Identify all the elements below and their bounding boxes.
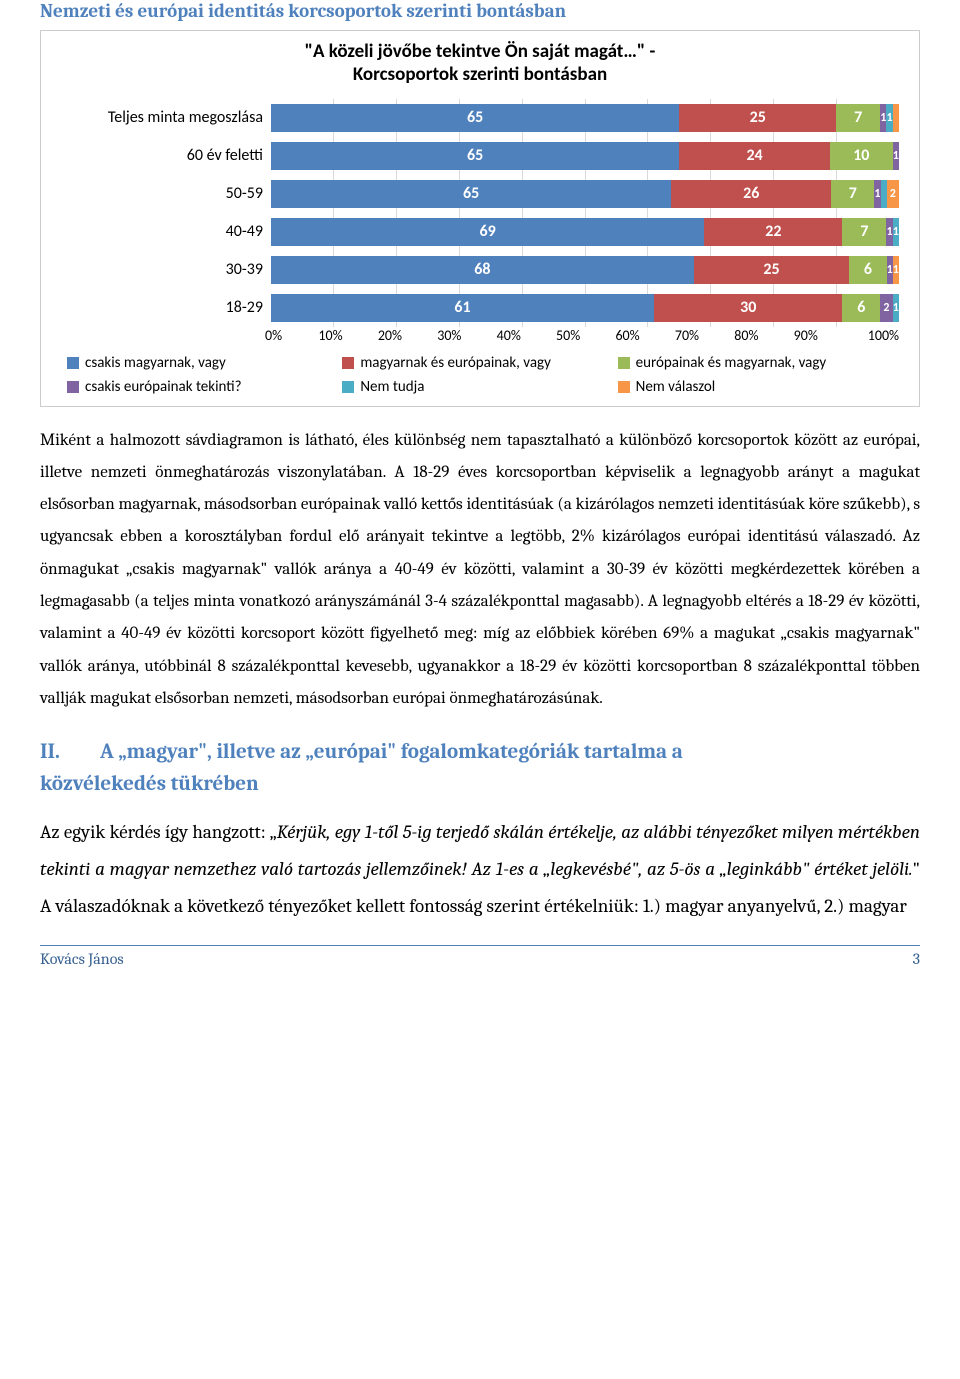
section-heading-2: II.A „magyar", illetve az „európai" foga… — [40, 737, 920, 800]
legend-label: magyarnak és európainak, vagy — [360, 354, 551, 372]
bar-segment: 30 — [654, 294, 842, 322]
bar-segment: 25 — [679, 104, 836, 132]
bar-segment: 25 — [694, 256, 849, 284]
bar-segment: 22 — [704, 218, 842, 246]
bar-segment: 7 — [831, 180, 874, 208]
legend-item: magyarnak és európainak, vagy — [342, 354, 617, 372]
category-label: 40-49 — [61, 213, 271, 251]
bar-segment: 68 — [271, 256, 694, 284]
legend-swatch — [342, 381, 354, 393]
chart-title-line1: "A közeli jövőbe tekintve Ön saját magát… — [305, 40, 656, 63]
bar-segment — [893, 104, 899, 132]
bar-segment: 69 — [271, 218, 704, 246]
bar-segment: 2 — [887, 180, 899, 208]
bar-segment: 26 — [671, 180, 831, 208]
document-title: Nemzeti és európai identitás korcsoporto… — [40, 0, 920, 22]
bar-segment: 1 — [893, 294, 899, 322]
legend-label: Nem válaszol — [636, 378, 716, 396]
paragraph-2: Az egyik kérdés így hangzott: „Kérjük, e… — [40, 814, 920, 925]
legend-item: csakis magyarnak, vagy — [67, 354, 342, 372]
legend-swatch — [618, 357, 630, 369]
legend-item: csakis európainak tekinti? — [67, 378, 342, 396]
axis-tick: 0% — [265, 327, 324, 344]
category-label: Teljes minta megoszlása — [61, 99, 271, 137]
bar-segment: 65 — [271, 142, 679, 170]
axis-tick: 20% — [378, 327, 437, 344]
footer-separator — [40, 945, 920, 946]
bar-segment: 6 — [849, 256, 886, 284]
category-label: 60 év feletti — [61, 137, 271, 175]
bar-segment: 65 — [271, 180, 671, 208]
legend-item: Nem tudja — [342, 378, 617, 396]
chart-legend: csakis magyarnak, vagy magyarnak és európ… — [61, 354, 899, 396]
bar-segment: 2 — [880, 294, 893, 322]
x-axis: 0%10%20%30%40%50%60%70%80%90%100% — [271, 327, 899, 344]
category-labels: Teljes minta megoszlása60 év feletti50-5… — [61, 99, 271, 327]
axis-tick: 80% — [734, 327, 793, 344]
legend-swatch — [67, 357, 79, 369]
category-label: 50-59 — [61, 175, 271, 213]
footer-author: Kovács János — [40, 950, 124, 968]
paragraph-1: Miként a halmozott sávdiagramon is látha… — [40, 425, 920, 716]
page-footer: Kovács János 3 — [40, 950, 920, 968]
legend-swatch — [342, 357, 354, 369]
bar-segment: 7 — [842, 218, 886, 246]
legend-label: csakis magyarnak, vagy — [85, 354, 226, 372]
bar-segment: 65 — [271, 104, 679, 132]
p2-pre: Az egyik kérdés így hangzott: „ — [40, 821, 277, 843]
chart-title: "A közeli jövőbe tekintve Ön saját magát… — [61, 41, 899, 87]
section-number: II. — [40, 737, 100, 769]
bar-segment: 6 — [842, 294, 880, 322]
section-title-line2: közvélekedés tükrében — [40, 772, 259, 796]
legend-swatch — [67, 381, 79, 393]
footer-page-number: 3 — [913, 950, 920, 968]
axis-tick: 30% — [437, 327, 496, 344]
bar-segment: 10 — [830, 142, 893, 170]
axis-tick: 100% — [865, 327, 899, 344]
legend-swatch — [618, 381, 630, 393]
bar-segment: 1 — [893, 218, 899, 246]
legend-item: európainak és magyarnak, vagy — [618, 354, 893, 372]
legend-label: Nem tudja — [360, 378, 424, 396]
bar-segment: 1 — [893, 142, 899, 170]
bar-segment: 24 — [679, 142, 830, 170]
chart-title-line2: Korcsoportok szerinti bontásban — [353, 63, 607, 86]
legend-item: Nem válaszol — [618, 378, 893, 396]
axis-tick: 60% — [615, 327, 674, 344]
bar-segment: 61 — [271, 294, 654, 322]
bar-segment: 1 — [893, 256, 899, 284]
axis-tick: 10% — [318, 327, 377, 344]
axis-tick: 40% — [497, 327, 556, 344]
axis-tick: 90% — [794, 327, 853, 344]
bar-segment: 7 — [836, 104, 880, 132]
section-title-line1: A „magyar", illetve az „európai" fogalom… — [100, 740, 683, 764]
identity-chart: "A közeli jövőbe tekintve Ön saját magát… — [40, 30, 920, 407]
category-label: 18-29 — [61, 289, 271, 327]
legend-label: csakis európainak tekinti? — [85, 378, 242, 396]
axis-tick: 70% — [675, 327, 734, 344]
legend-label: európainak és magyarnak, vagy — [636, 354, 827, 372]
chart-bars: 6525711652410165267126922711682561161306… — [271, 99, 899, 327]
axis-tick: 50% — [556, 327, 615, 344]
category-label: 30-39 — [61, 251, 271, 289]
